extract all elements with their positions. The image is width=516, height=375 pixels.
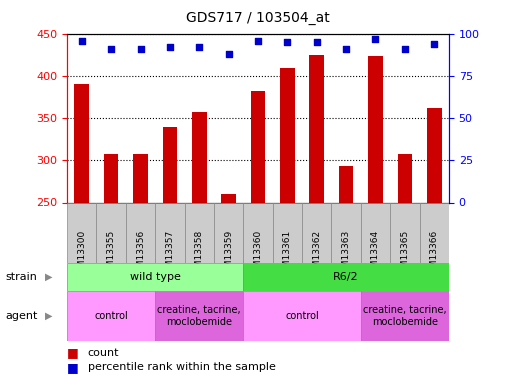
FancyBboxPatch shape — [126, 202, 155, 262]
Text: GSM13357: GSM13357 — [166, 230, 174, 279]
Text: control: control — [94, 311, 128, 321]
Bar — [192, 112, 206, 202]
Bar — [280, 68, 295, 203]
Bar — [397, 154, 412, 203]
Point — [136, 46, 144, 52]
Text: ▶: ▶ — [45, 272, 53, 282]
Point — [430, 41, 439, 47]
Text: GSM13362: GSM13362 — [312, 230, 321, 279]
FancyBboxPatch shape — [302, 202, 331, 262]
Bar — [163, 127, 177, 202]
FancyBboxPatch shape — [155, 202, 185, 262]
Text: GSM13360: GSM13360 — [253, 230, 263, 279]
Point — [313, 39, 321, 45]
Text: R6/2: R6/2 — [333, 272, 359, 282]
FancyBboxPatch shape — [244, 202, 272, 262]
Point — [195, 44, 203, 50]
FancyBboxPatch shape — [67, 291, 155, 341]
Text: ▶: ▶ — [45, 311, 53, 321]
FancyBboxPatch shape — [244, 291, 361, 341]
Point — [77, 38, 86, 44]
FancyBboxPatch shape — [361, 291, 449, 341]
Bar — [104, 154, 119, 203]
FancyBboxPatch shape — [67, 262, 244, 291]
FancyBboxPatch shape — [331, 202, 361, 262]
Bar — [368, 56, 383, 202]
Text: control: control — [285, 311, 319, 321]
FancyBboxPatch shape — [185, 202, 214, 262]
Point — [254, 38, 262, 44]
Point — [107, 46, 115, 52]
FancyBboxPatch shape — [272, 202, 302, 262]
Bar — [133, 154, 148, 203]
Bar — [310, 55, 324, 202]
Bar — [221, 194, 236, 202]
Bar — [251, 91, 265, 202]
FancyBboxPatch shape — [420, 202, 449, 262]
FancyBboxPatch shape — [390, 202, 420, 262]
Text: GSM13300: GSM13300 — [77, 230, 86, 279]
FancyBboxPatch shape — [244, 262, 449, 291]
Text: ■: ■ — [67, 361, 79, 374]
Text: count: count — [88, 348, 119, 357]
Text: creatine, tacrine,
moclobemide: creatine, tacrine, moclobemide — [363, 305, 447, 327]
Text: GSM13356: GSM13356 — [136, 230, 145, 279]
Point — [342, 46, 350, 52]
Point — [372, 36, 380, 42]
Text: wild type: wild type — [130, 272, 181, 282]
Text: GSM13363: GSM13363 — [342, 230, 350, 279]
Point — [166, 44, 174, 50]
Text: GSM13361: GSM13361 — [283, 230, 292, 279]
Text: percentile rank within the sample: percentile rank within the sample — [88, 363, 276, 372]
Text: ■: ■ — [67, 346, 79, 359]
Text: GSM13365: GSM13365 — [400, 230, 409, 279]
FancyBboxPatch shape — [361, 202, 390, 262]
FancyBboxPatch shape — [155, 291, 244, 341]
Text: agent: agent — [5, 311, 38, 321]
Text: GDS717 / 103504_at: GDS717 / 103504_at — [186, 11, 330, 25]
Text: strain: strain — [5, 272, 37, 282]
Point — [401, 46, 409, 52]
FancyBboxPatch shape — [67, 202, 96, 262]
Bar — [427, 108, 442, 202]
Bar — [339, 166, 353, 202]
Text: GSM13355: GSM13355 — [107, 230, 116, 279]
FancyBboxPatch shape — [214, 202, 244, 262]
Text: GSM13358: GSM13358 — [195, 230, 204, 279]
Bar — [74, 84, 89, 203]
Text: GSM13364: GSM13364 — [371, 230, 380, 279]
Point — [283, 39, 292, 45]
FancyBboxPatch shape — [96, 202, 126, 262]
Text: GSM13366: GSM13366 — [430, 230, 439, 279]
Text: creatine, tacrine,
moclobemide: creatine, tacrine, moclobemide — [157, 305, 241, 327]
Text: GSM13359: GSM13359 — [224, 230, 233, 279]
Point — [224, 51, 233, 57]
